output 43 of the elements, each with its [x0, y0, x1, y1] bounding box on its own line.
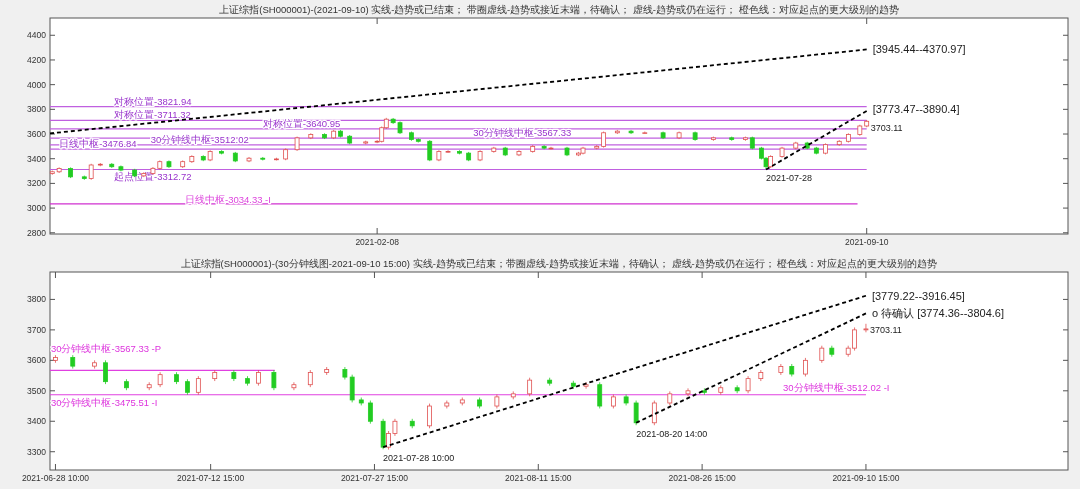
y-tick-label: 3200 [27, 178, 47, 189]
annotation: 起点位置-3312.72 [114, 171, 192, 183]
x-tick-label: 2021-08-11 15:00 [505, 473, 572, 483]
annotation: [3773.47--3890.4] [872, 102, 960, 115]
y-tick-label: 3700 [27, 324, 47, 335]
y-tick-label: 4200 [27, 54, 47, 65]
chart-title: 上证综指(SH000001)-(30分钟线图-2021-09-10 15:00) 实线-趋势或已结束；带圈虚线-趋势或接近末端，待确认； 虚线-趋势或仍在运行； 橙色线：对应起点的更大级别的趋势 [180, 258, 938, 269]
y-tick-label: 3500 [27, 385, 47, 396]
annotation: 30分钟线中枢-3475.51 -I [50, 396, 158, 408]
x-tick-label: 2021-08-26 15:00 [668, 473, 736, 483]
annotation: 30分钟线中枢-3512.02 -I [782, 381, 890, 393]
y-tick-label: 3600 [27, 129, 47, 140]
y-tick-label: 2800 [27, 227, 47, 238]
y-tick-label: 3800 [27, 104, 47, 115]
x-tick-label: 2021-07-27 15:00 [340, 473, 409, 483]
y-tick-label: 3300 [27, 446, 47, 457]
annotation: 3703.11 [870, 123, 903, 134]
y-tick-label: 4400 [27, 30, 47, 41]
y-tick-label: 3600 [27, 355, 47, 366]
annotation: 30分钟线中枢-3567.33 [473, 127, 572, 139]
annotation: 2021-07-28 [766, 173, 813, 184]
y-tick-label: 3000 [27, 203, 47, 214]
y-tick-label: 3800 [27, 294, 47, 305]
x-tick-label: 2021-02-08 [355, 237, 400, 247]
x-tick-label: 2021-06-28 10:00 [21, 473, 90, 483]
y-tick-label: 4000 [27, 79, 47, 90]
annotation: 日线中枢-3034.33 -I [184, 193, 271, 205]
annotation: [3779.22--3916.45] [871, 289, 965, 302]
y-tick-label: 3400 [27, 153, 47, 164]
annotation: 3703.11 [869, 324, 902, 335]
annotation: 2021-08-20 14:00 [636, 429, 708, 440]
y-tick-label: 3400 [27, 416, 47, 427]
x-tick-label: 2021-07-12 15:00 [177, 473, 245, 483]
annotation: 对称位置-3711.32 [114, 109, 191, 121]
annotation: 对称位置-3640.95 [262, 117, 341, 129]
x-tick-label: 2021-09-10 15:00 [832, 473, 900, 483]
chart-title: 上证综指(SH000001)-(2021-09-10) 实线-趋势或已结束； 带圈虚线-趋势或接近末端，待确认； 虚线-趋势或仍在运行； 橙色线：对应起点的更大级别的趋势 [219, 4, 899, 15]
annotation: o 待确认 [3774.36--3804.6] [871, 307, 1005, 320]
annotation: 2021-07-28 10:00 [383, 453, 455, 464]
annotation: 30分钟线中枢-3567.33 -P [50, 343, 162, 355]
x-tick-label: 2021-09-10 [844, 237, 889, 247]
annotation: 对称位置-3821.94 [114, 95, 192, 107]
annotation: [3945.44--4370.97] [872, 43, 966, 56]
